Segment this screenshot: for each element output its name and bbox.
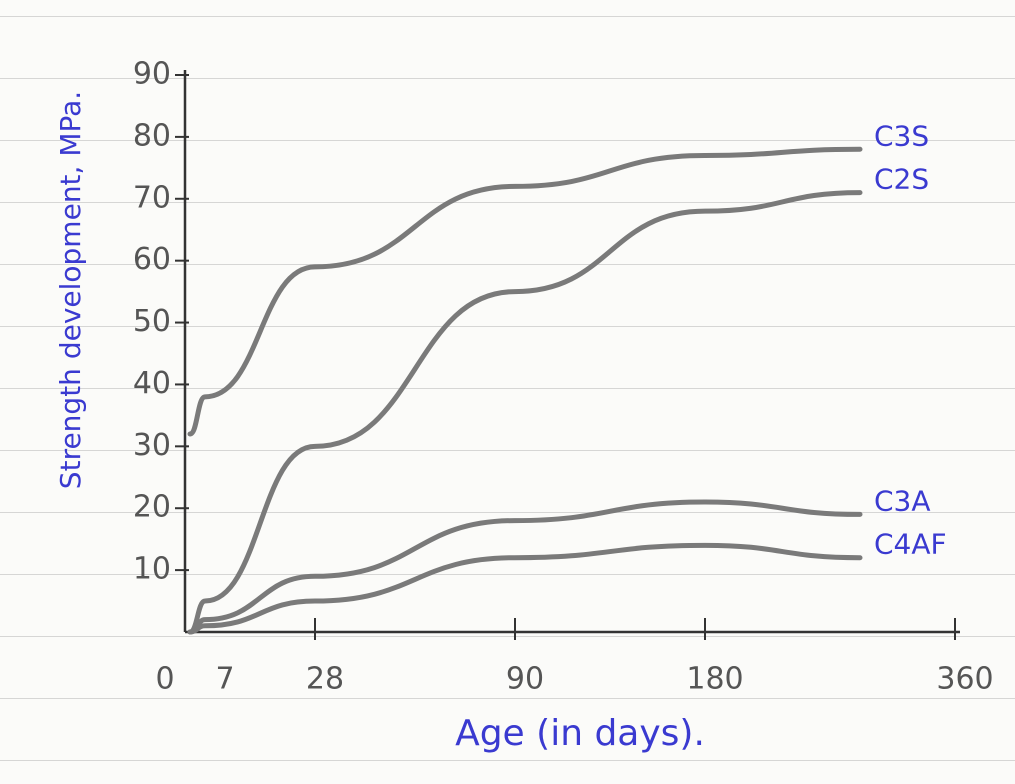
x-tick-label: 180 — [686, 662, 743, 697]
y-tick-label: 10 — [133, 552, 171, 587]
x-tick-label: 90 — [506, 662, 544, 697]
y-tick-label: 80 — [133, 118, 171, 153]
series-label: C2S — [874, 163, 929, 196]
chart: Strength development, MPa. Age (in days)… — [0, 0, 1015, 784]
y-tick-label: 50 — [133, 304, 171, 339]
x-axis-label: Age (in days). — [455, 713, 705, 754]
x-tick-label: 28 — [306, 662, 344, 697]
y-axis-label: Strength development, MPa. — [54, 91, 87, 489]
y-tick-label: 40 — [133, 366, 171, 401]
x-tick-label: 360 — [936, 662, 993, 697]
x-tick-label: 7 — [215, 662, 234, 697]
series-label: C3A — [874, 484, 931, 517]
y-tick-label: 20 — [133, 490, 171, 525]
y-tick-label: 70 — [133, 180, 171, 215]
series-label: C3S — [874, 119, 929, 152]
series-label: C4AF — [874, 528, 947, 561]
x-tick-label: 0 — [155, 662, 174, 697]
y-tick-label: 60 — [133, 242, 171, 277]
y-tick-label: 90 — [133, 57, 171, 92]
y-tick-label: 30 — [133, 428, 171, 463]
